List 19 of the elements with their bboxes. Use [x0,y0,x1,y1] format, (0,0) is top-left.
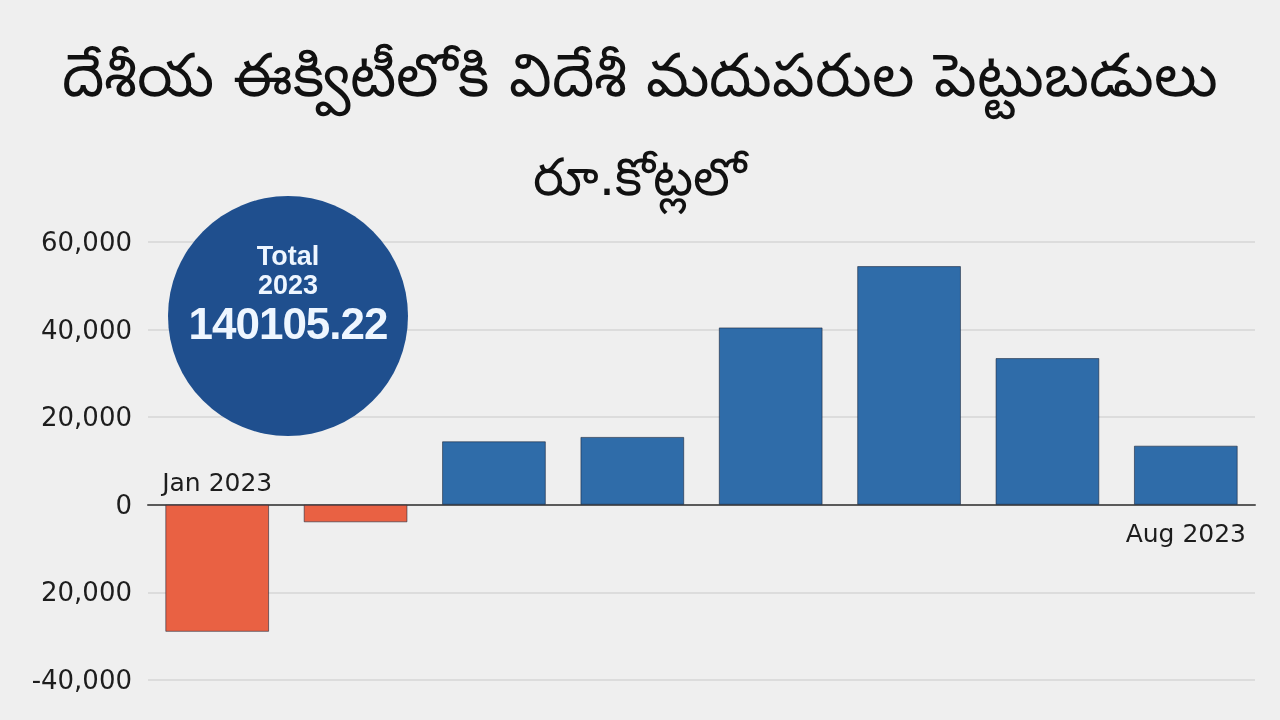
chart-title: దేశీయ ఈక్విటీలోకి విదేశీ మదుపరుల పెట్టుబడులు [62,40,1218,120]
y-tick-label: 60,000 [41,227,132,257]
chart-subtitle: రూ.కోట్లలో [532,147,751,215]
bar [580,436,685,505]
y-tick-label: 0 [115,489,132,520]
bar [1133,445,1238,505]
bar [165,504,270,632]
bar [442,441,546,505]
y-tick-label: 20,000 [41,402,132,433]
bar [303,504,408,523]
bar [995,358,1100,505]
bar [718,327,823,505]
y-tick-label: 20,000 [41,577,132,608]
bar [857,266,961,505]
y-tick-label: 40,000 [41,314,132,345]
x-tick-label: Aug 2023 [1125,519,1247,549]
annotation: Total 2023 140105.22 [187,241,389,349]
y-tick-label: -40,000 [31,665,132,695]
x-tick-label: Jan 2023 [160,468,273,498]
